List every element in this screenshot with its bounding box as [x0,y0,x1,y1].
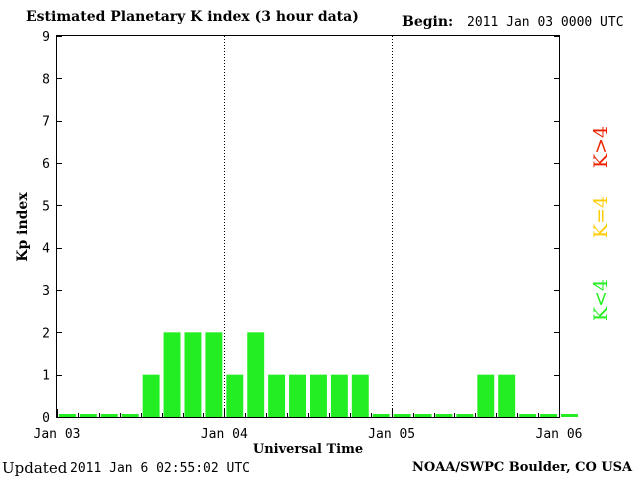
chart-title: Estimated Planetary K index (3 hour data… [26,9,359,25]
legend: K<4 K=4 K>4 [590,126,612,321]
kp-bar [247,332,265,417]
kp-bar [477,374,495,417]
kp-bar [289,374,306,417]
y-tick-label: 9 [42,30,50,45]
day-dividers [224,36,393,417]
begin-value: 2011 Jan 03 0000 UTC [467,15,624,30]
y-tick-label: 2 [42,326,50,341]
x-tick-label: Jan 05 [368,427,415,442]
kp-bar [100,414,118,417]
x-tick-label: Jan 03 [34,427,81,442]
kp-bar [205,332,223,417]
kp-bar [561,414,578,417]
kp-bar [268,374,286,417]
updated-value: 2011 Jan 6 02:55:02 UTC [70,461,251,476]
kp-bar [310,374,327,417]
legend-item: K<4 [590,279,612,321]
kp-bar [142,374,160,417]
kp-bar [79,414,97,417]
begin-label: Begin: [402,14,454,30]
y-tick-label: 8 [42,72,50,87]
kp-bar [330,374,348,417]
kp-bar [372,414,390,417]
kp-bar [163,332,181,417]
kp-bar [498,374,516,417]
y-tick-label: 3 [42,284,50,299]
y-tick-label: 0 [42,411,50,426]
y-tick-label: 1 [42,369,50,384]
y-tick-label: 5 [42,199,50,214]
y-axis: 0 1 2 3 4 5 6 7 8 9 [42,30,559,426]
y-axis-label: Kp index [15,192,31,262]
x-tick-label: Jan 06 [536,427,583,442]
credit: NOAA/SWPC Boulder, CO USA [412,460,633,475]
kp-bar [519,414,537,417]
kp-bar [540,414,557,417]
kp-bar [456,414,474,417]
legend-item: K=4 [590,196,612,238]
kp-bar [351,374,369,417]
kp-bar [184,332,202,417]
bars-layer [59,332,578,417]
legend-item: K>4 [590,126,612,168]
x-axis: Jan 03 Jan 04 Jan 05 Jan 06 [34,409,583,442]
y-tick-label: 4 [42,242,50,257]
updated-label: Updated [2,459,68,477]
y-tick-label: 6 [42,157,50,172]
kp-bar [59,414,76,417]
y-tick-label: 7 [42,115,50,130]
kp-bar [435,414,453,417]
x-axis-label: Universal Time [253,442,363,457]
kp-bar [121,414,139,417]
kp-bar [393,414,411,417]
kp-bar [414,414,432,417]
plot-frame [56,35,560,418]
kp-bar [226,374,244,417]
x-tick-label: Jan 04 [201,427,248,442]
